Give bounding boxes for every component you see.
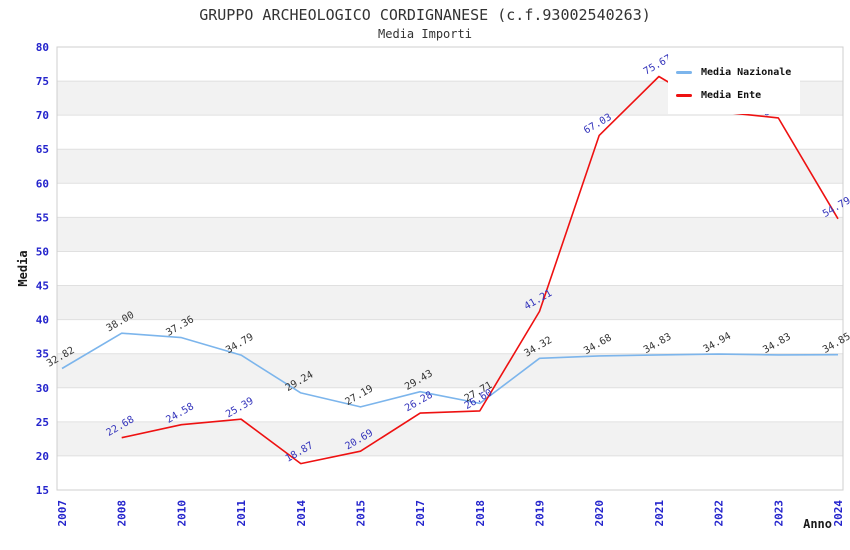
plot-border [56, 46, 844, 491]
legend-marker-red-line-icon [676, 94, 692, 97]
point-label: 34.94 [702, 331, 734, 356]
chart-legend: Media Nazionale Media Ente [668, 56, 801, 114]
x-axis-title: Anno [803, 517, 832, 531]
x-tick-label: 2023 [772, 500, 785, 527]
legend-item-media-nazionale[interactable]: Media Nazionale [676, 61, 791, 84]
series-line-media-ente [121, 75, 839, 465]
x-tick-label: 2008 [116, 500, 129, 527]
x-tick-label: 2021 [653, 500, 666, 527]
y-tick-label: 15 [36, 484, 49, 497]
point-label: 34.85 [821, 331, 850, 356]
y-tick-label: 45 [36, 280, 49, 293]
y-axis-title: Media [16, 250, 30, 286]
y-tick-label: 35 [36, 348, 49, 361]
y-tick-label: 60 [36, 177, 49, 190]
x-tick-label: 2022 [713, 500, 726, 527]
y-tick-label: 70 [36, 109, 49, 122]
x-tick-label: 2024 [832, 500, 845, 527]
chart-subtitle: Media Importi [378, 27, 472, 41]
y-tick-label: 65 [36, 143, 49, 156]
y-tick-label: 55 [36, 211, 49, 224]
x-tick-label: 2015 [355, 500, 368, 527]
point-label: 54.79 [821, 195, 850, 220]
legend-item-media-ente[interactable]: Media Ente [676, 84, 791, 107]
plot-band [57, 353, 843, 388]
x-tick-label: 2011 [235, 500, 248, 527]
x-tick-label: 2014 [295, 500, 308, 527]
y-tick-label: 75 [36, 75, 49, 88]
y-tick-label: 80 [36, 41, 49, 54]
point-label: 26.28 [403, 390, 435, 415]
plot-band [57, 149, 843, 184]
plot-band [57, 421, 843, 456]
x-tick-label: 2018 [474, 500, 487, 527]
x-tick-label: 2019 [534, 500, 547, 527]
point-label: 34.79 [224, 332, 256, 357]
x-tick-label: 2020 [593, 500, 606, 527]
point-label: 34.83 [761, 331, 793, 356]
point-label: 34.83 [642, 331, 674, 356]
x-tick-label: 2010 [175, 500, 188, 527]
legend-label-media-nazionale: Media Nazionale [701, 67, 792, 78]
legend-label-media-ente: Media Ente [701, 90, 762, 101]
y-tick-label: 25 [36, 416, 49, 429]
plot-band [57, 285, 843, 320]
point-label: 25.39 [224, 396, 256, 421]
legend-marker-blue-line-icon [676, 71, 692, 74]
chart-title: GRUPPO ARCHEOLOGICO CORDIGNANESE (c.f.93… [199, 6, 651, 24]
y-tick-label: 30 [36, 382, 49, 395]
y-tick-label: 40 [36, 314, 49, 327]
y-tick-label: 50 [36, 245, 49, 258]
x-tick-label: 2007 [56, 500, 69, 527]
x-tick-label: 2017 [414, 500, 427, 527]
y-tick-label: 20 [36, 450, 49, 463]
series-line-media-nazionale [61, 332, 839, 408]
plot-band [57, 217, 843, 252]
